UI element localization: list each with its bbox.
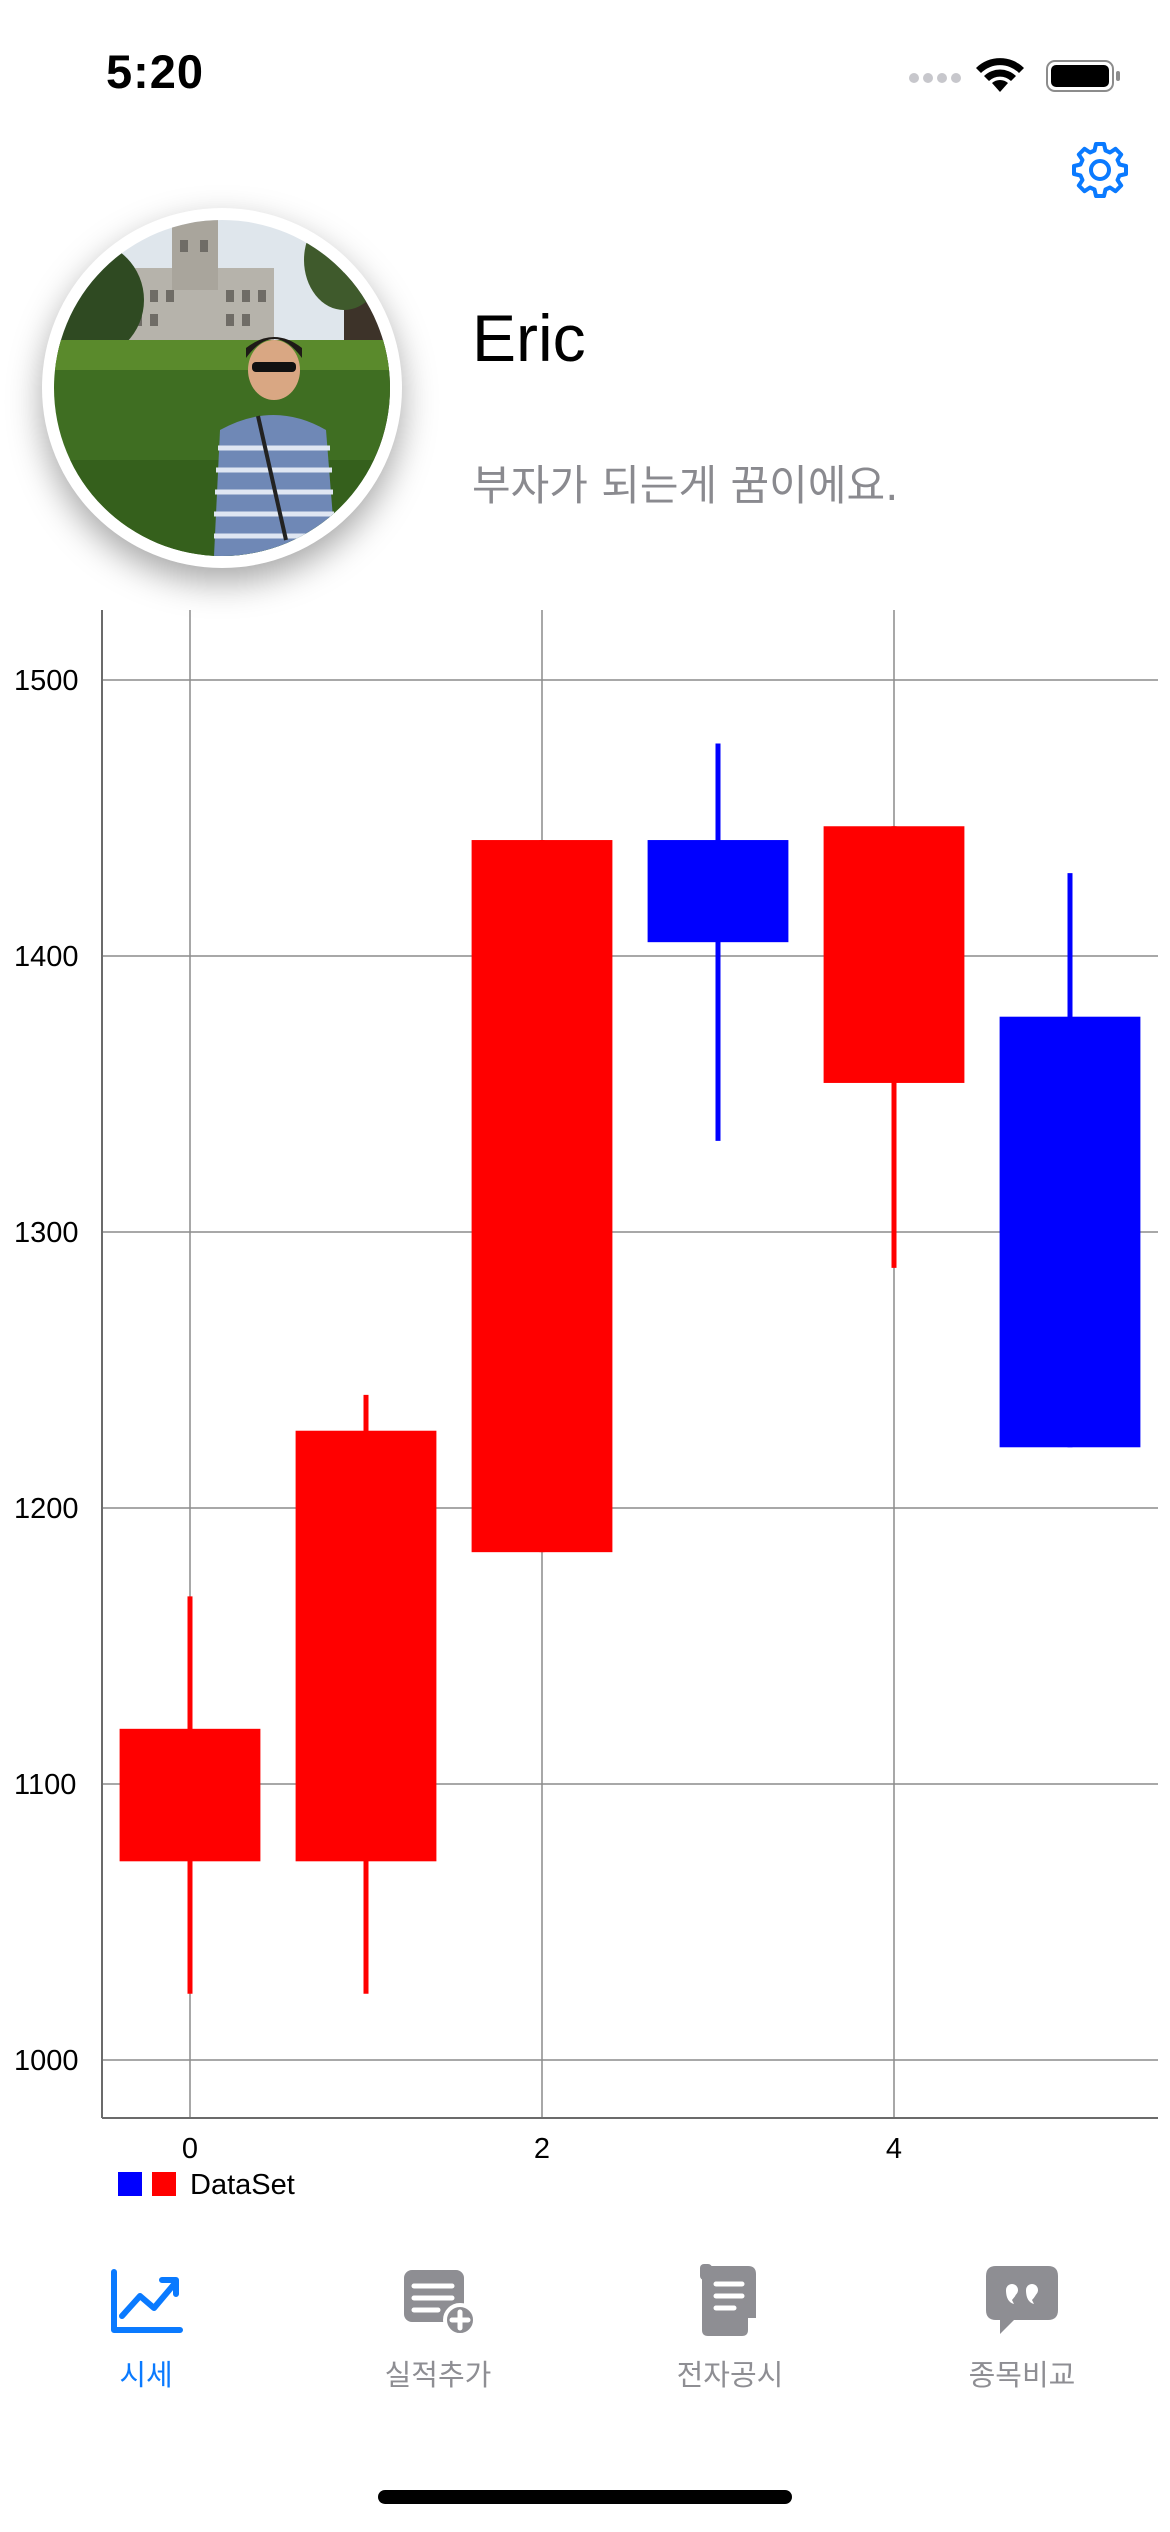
scroll-icon xyxy=(700,2264,756,2336)
battery-icon xyxy=(1046,60,1120,92)
cellular-signal-icon xyxy=(909,73,961,83)
status-bar: 5:20 xyxy=(0,0,1170,140)
status-time: 5:20 xyxy=(106,45,205,98)
x-tick-label: 0 xyxy=(182,2133,198,2165)
tab-quotes[interactable]: 시세 xyxy=(0,2260,292,2410)
wifi-icon xyxy=(976,58,1024,92)
x-tick-label: 2 xyxy=(534,2133,550,2165)
candle-body xyxy=(295,1430,437,1862)
quote-bubble-icon xyxy=(986,2266,1058,2334)
y-tick-label: 1100 xyxy=(14,1769,76,1801)
candle-body xyxy=(647,840,789,943)
profile-name: Eric xyxy=(472,301,586,375)
candlestick-chart[interactable]: 1000 1100 1200 1300 1400 1500 0 2 4 DataSet xyxy=(0,610,1170,2230)
y-tick-label: 1000 xyxy=(14,2045,79,2077)
avatar[interactable] xyxy=(42,208,402,568)
legend-swatch xyxy=(152,2172,176,2196)
tab-compare-stocks[interactable]: 종목비교 xyxy=(876,2260,1168,2410)
y-tick-label: 1500 xyxy=(14,665,79,697)
gear-icon xyxy=(1072,142,1128,198)
legend-label: DataSet xyxy=(190,2169,295,2201)
y-tick-label: 1300 xyxy=(14,1217,79,1249)
candle-body xyxy=(823,826,965,1083)
x-tick-label: 4 xyxy=(886,2133,902,2165)
tab-bar: 시세 실적추가 전자공시 xyxy=(0,2240,1170,2440)
home-indicator xyxy=(378,2490,792,2504)
tab-disclosures[interactable]: 전자공시 xyxy=(584,2260,876,2410)
legend-swatch xyxy=(118,2172,142,2196)
y-tick-label: 1400 xyxy=(14,941,79,973)
tab-label: 실적추가 xyxy=(384,2358,492,2392)
y-tick-label: 1200 xyxy=(14,1493,79,1525)
tab-label: 종목비교 xyxy=(968,2358,1076,2392)
tab-label: 전자공시 xyxy=(676,2358,784,2392)
tab-label: 시세 xyxy=(119,2358,173,2392)
candle-body xyxy=(471,840,613,1553)
profile-bio: 부자가 되는게 꿈이에요. xyxy=(472,461,899,510)
profile-photo-image xyxy=(54,220,390,556)
tab-add-earnings[interactable]: 실적추가 xyxy=(292,2260,584,2410)
candle-body xyxy=(999,1016,1141,1448)
status-indicators xyxy=(909,58,1120,92)
chart-line-icon xyxy=(111,2269,183,2333)
profile-photo xyxy=(54,220,390,556)
document-add-icon xyxy=(404,2270,477,2337)
settings-button[interactable] xyxy=(1070,140,1130,200)
candle-body xyxy=(119,1728,261,1862)
